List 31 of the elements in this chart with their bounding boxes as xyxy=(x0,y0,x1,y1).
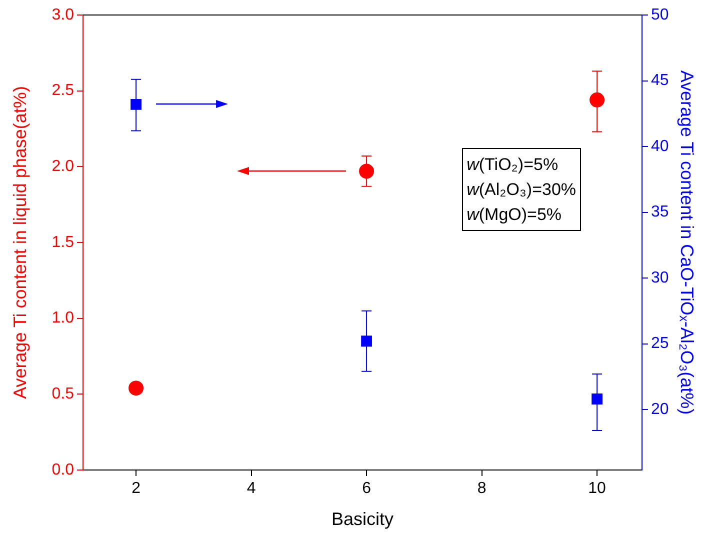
y2-tick-label: 20 xyxy=(651,400,669,418)
x-tick-label: 10 xyxy=(588,480,606,498)
point xyxy=(359,164,374,179)
y-tick-label: 1.5 xyxy=(52,234,74,251)
point xyxy=(590,92,605,108)
y-axis-title: Average Ti content in liquid phase(at%) xyxy=(10,86,30,399)
annotation: w(MgO)=5% xyxy=(466,204,563,226)
y2-tick-label: 25 xyxy=(651,335,669,352)
annotation: w(Al₂O₃)=30% xyxy=(466,179,576,202)
y2-axis-title: Average Ti content in CaO-TiOₓ-Al₂O₃(at%) xyxy=(677,70,698,415)
x-tick-label: 4 xyxy=(246,480,256,498)
y-tick-label: 0.5 xyxy=(52,386,74,403)
y2-tick-label: 50 xyxy=(651,6,669,24)
x-axis-title: Basicity xyxy=(331,509,394,530)
y2-tick-label: 40 xyxy=(651,138,669,155)
y-tick-label: 2.0 xyxy=(52,158,74,176)
y2-tick-label: 45 xyxy=(651,72,669,90)
y-tick-label: 1.0 xyxy=(52,310,74,327)
x-tick-label: 8 xyxy=(477,480,486,498)
y-tick-label: 3.0 xyxy=(52,6,74,24)
y2-tick-label: 35 xyxy=(651,204,669,221)
point xyxy=(361,336,372,347)
y2-tick-label: 30 xyxy=(651,269,669,286)
x-tick-label: 2 xyxy=(132,480,141,498)
y-tick-label: 2.5 xyxy=(52,82,74,100)
x-tick-label: 6 xyxy=(362,480,372,498)
y-tick-label: 0.0 xyxy=(52,461,74,478)
annotation: w(TiO₂)=5% xyxy=(466,154,560,176)
point xyxy=(592,394,602,404)
point xyxy=(128,380,144,396)
point xyxy=(130,98,142,110)
